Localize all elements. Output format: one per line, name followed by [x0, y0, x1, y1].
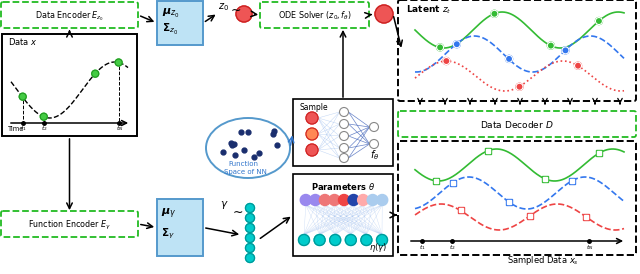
FancyBboxPatch shape [398, 0, 636, 101]
Circle shape [246, 204, 255, 213]
Circle shape [306, 128, 318, 140]
Text: Function: Function [228, 161, 258, 167]
Circle shape [92, 70, 99, 77]
Circle shape [516, 83, 523, 90]
Circle shape [453, 41, 460, 48]
Circle shape [443, 58, 450, 65]
Text: $\gamma$: $\gamma$ [220, 199, 228, 211]
Circle shape [595, 18, 602, 25]
Text: $t_2$: $t_2$ [41, 124, 47, 133]
FancyBboxPatch shape [157, 199, 203, 256]
Text: $\boldsymbol{\Sigma}_{\gamma}$: $\boldsymbol{\Sigma}_{\gamma}$ [161, 226, 175, 241]
Circle shape [329, 195, 340, 206]
Text: Data Decoder $D$: Data Decoder $D$ [480, 119, 554, 130]
Text: Sampled Data $x_s$: Sampled Data $x_s$ [507, 254, 579, 267]
Circle shape [19, 93, 26, 100]
FancyBboxPatch shape [2, 34, 137, 136]
Circle shape [310, 195, 321, 206]
Text: $\sim$: $\sim$ [228, 3, 241, 16]
Text: $t_1$: $t_1$ [20, 124, 26, 133]
Circle shape [115, 59, 122, 66]
FancyBboxPatch shape [1, 211, 138, 237]
Text: $t_N$: $t_N$ [586, 243, 594, 252]
Text: $t_1$: $t_1$ [419, 243, 426, 252]
Circle shape [246, 213, 255, 222]
Circle shape [436, 44, 444, 51]
Circle shape [339, 153, 349, 162]
Circle shape [319, 195, 330, 206]
FancyBboxPatch shape [293, 99, 393, 166]
Text: $\eta(\gamma)$: $\eta(\gamma)$ [369, 241, 387, 254]
Circle shape [547, 42, 554, 49]
Circle shape [562, 47, 569, 54]
Circle shape [306, 112, 318, 124]
Text: Data Encoder $E_{z_0}$: Data Encoder $E_{z_0}$ [35, 9, 104, 23]
Circle shape [314, 235, 325, 246]
Text: $\boldsymbol{\Sigma}_{z_0}$: $\boldsymbol{\Sigma}_{z_0}$ [162, 22, 178, 37]
FancyBboxPatch shape [157, 1, 203, 45]
Text: $\boldsymbol{\mu}_{z_0}$: $\boldsymbol{\mu}_{z_0}$ [162, 7, 180, 20]
Circle shape [376, 235, 387, 246]
Text: Time: Time [8, 126, 24, 132]
FancyBboxPatch shape [398, 141, 636, 255]
Circle shape [300, 195, 311, 206]
Circle shape [246, 253, 255, 262]
FancyBboxPatch shape [398, 111, 636, 137]
Circle shape [491, 10, 498, 17]
FancyBboxPatch shape [293, 174, 393, 256]
Text: Latent $z_t$: Latent $z_t$ [406, 4, 451, 16]
Circle shape [348, 195, 359, 206]
Text: $\sim$: $\sim$ [230, 205, 244, 218]
Circle shape [339, 132, 349, 141]
Circle shape [306, 144, 318, 156]
FancyBboxPatch shape [260, 2, 369, 28]
Circle shape [339, 119, 349, 129]
Text: ODE Solver $(z_0, f_\theta)$: ODE Solver $(z_0, f_\theta)$ [278, 10, 351, 22]
Text: Sample: Sample [299, 103, 328, 112]
Circle shape [361, 235, 372, 246]
Circle shape [339, 107, 349, 116]
Ellipse shape [206, 118, 290, 178]
Circle shape [506, 55, 513, 62]
Circle shape [246, 244, 255, 253]
Text: Parameters $\theta$: Parameters $\theta$ [310, 181, 375, 192]
Circle shape [346, 235, 356, 246]
FancyBboxPatch shape [1, 2, 138, 28]
Text: Data $x$: Data $x$ [8, 36, 38, 47]
Circle shape [377, 195, 388, 206]
Circle shape [358, 195, 369, 206]
Circle shape [575, 62, 582, 69]
Circle shape [339, 144, 349, 153]
Circle shape [330, 235, 340, 246]
Text: $f_\theta$: $f_\theta$ [370, 148, 380, 162]
Circle shape [339, 195, 349, 206]
Circle shape [375, 5, 393, 23]
Text: $\boldsymbol{\mu}_{\gamma}$: $\boldsymbol{\mu}_{\gamma}$ [161, 206, 177, 221]
Text: Space of NN: Space of NN [224, 169, 267, 175]
Circle shape [246, 233, 255, 242]
Circle shape [40, 113, 47, 120]
Text: Function Encoder $E_{\gamma}$: Function Encoder $E_{\gamma}$ [28, 218, 111, 232]
Circle shape [369, 122, 378, 132]
Circle shape [369, 139, 378, 149]
Circle shape [298, 235, 310, 246]
Text: $t_2$: $t_2$ [449, 243, 456, 252]
Circle shape [236, 6, 252, 22]
Circle shape [367, 195, 378, 206]
Text: $t_N$: $t_N$ [116, 124, 124, 133]
Circle shape [246, 224, 255, 233]
Text: $z_0$: $z_0$ [218, 1, 229, 13]
